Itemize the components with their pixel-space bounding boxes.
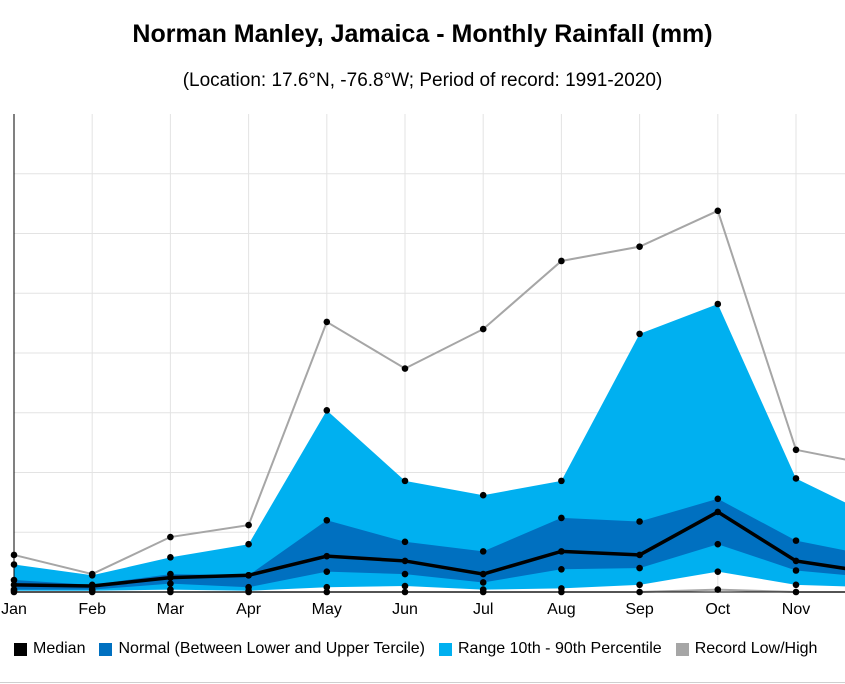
record-high-point xyxy=(401,365,409,372)
median-point xyxy=(167,574,174,581)
x-tick-label: Feb xyxy=(78,601,106,618)
record-high-line xyxy=(13,209,845,576)
lower-tercile-point xyxy=(323,568,331,575)
x-tick-label: Jan xyxy=(1,601,27,618)
x-tick-label: Aug xyxy=(547,601,575,618)
x-tick-label: Oct xyxy=(705,601,730,618)
median-point xyxy=(479,570,487,578)
lower-tercile-point xyxy=(479,579,487,586)
p90-point xyxy=(714,300,722,308)
record-high-point xyxy=(558,257,565,265)
upper-tercile-point xyxy=(636,518,643,525)
upper-tercile-point xyxy=(323,517,331,524)
p90-point xyxy=(479,491,487,499)
lower-tercile-point xyxy=(792,567,800,574)
x-tick-label: Jun xyxy=(392,601,418,618)
p10-point xyxy=(558,585,565,592)
legend-item-range: Range 10th - 90th Percentile xyxy=(439,640,662,658)
median-point xyxy=(558,548,565,555)
legend-swatch-median xyxy=(14,642,27,656)
p10-point xyxy=(479,586,487,593)
p10-point xyxy=(792,581,800,589)
legend-item-record: Record Low/High xyxy=(675,640,818,658)
x-tick-label: May xyxy=(312,601,342,618)
legend-item-median: Median xyxy=(14,640,85,658)
record-high-point xyxy=(792,446,800,454)
upper-tercile-point xyxy=(792,537,800,544)
record-high-point xyxy=(636,243,643,250)
legend: Median Normal (Between Lower and Upper T… xyxy=(14,640,831,658)
p90-point xyxy=(323,407,331,414)
upper-tercile-point xyxy=(401,538,409,546)
legend-swatch-record xyxy=(675,642,689,656)
median-point xyxy=(792,557,800,565)
p90-point xyxy=(401,477,409,485)
upper-tercile-point xyxy=(558,514,565,522)
p90-point xyxy=(558,477,565,485)
x-tick-label: Mar xyxy=(157,601,185,618)
legend-label-record: Record Low/High xyxy=(694,640,818,657)
frame-border xyxy=(0,682,845,683)
median-point xyxy=(323,552,331,560)
median-point xyxy=(88,582,96,590)
p10-point xyxy=(401,582,409,590)
record-high-point xyxy=(167,533,174,541)
legend-label-median: Median xyxy=(33,640,86,657)
chart-title: Norman Manley, Jamaica - Monthly Rainfal… xyxy=(132,20,713,48)
upper-tercile-point xyxy=(714,495,722,503)
x-tick-label: Apr xyxy=(236,601,262,618)
p90-point xyxy=(167,554,174,561)
range-10-90-band xyxy=(14,304,845,591)
x-tick-label: Nov xyxy=(782,601,810,618)
median-point xyxy=(714,508,722,516)
p10-point xyxy=(714,568,722,575)
record-high-point xyxy=(479,325,487,333)
lower-tercile-point xyxy=(167,580,174,587)
lower-tercile-point xyxy=(401,570,409,578)
p10-point xyxy=(636,581,643,589)
legend-item-normal: Normal (Between Lower and Upper Tercile) xyxy=(99,640,425,658)
median-point xyxy=(245,571,252,579)
lower-tercile-point xyxy=(714,540,722,548)
x-tick-label: Sep xyxy=(625,601,654,618)
legend-swatch-normal xyxy=(99,642,113,656)
p90-point xyxy=(792,475,800,482)
median-point xyxy=(401,557,409,565)
p90-point xyxy=(245,540,252,548)
p10-point xyxy=(167,586,174,593)
legend-swatch-range xyxy=(439,642,452,656)
p90-point xyxy=(636,330,643,338)
upper-tercile-point xyxy=(479,548,487,555)
x-tick-label: Jul xyxy=(473,601,493,618)
lower-tercile-point xyxy=(558,565,565,573)
record-low-point xyxy=(714,586,722,593)
record-high-point xyxy=(323,318,331,326)
lower-tercile-point xyxy=(245,583,252,591)
median-point xyxy=(636,551,643,559)
chart-subtitle: (Location: 17.6°N, -76.8°W; Period of re… xyxy=(182,70,663,91)
p90-point xyxy=(88,571,96,579)
lower-tercile-point xyxy=(636,564,643,572)
record-high-point xyxy=(245,521,252,529)
record-high-point xyxy=(714,207,722,215)
legend-label-range: Range 10th - 90th Percentile xyxy=(458,640,662,657)
legend-label-normal: Normal (Between Lower and Upper Tercile) xyxy=(118,640,425,657)
median-line xyxy=(13,509,845,588)
p10-point xyxy=(323,583,331,591)
